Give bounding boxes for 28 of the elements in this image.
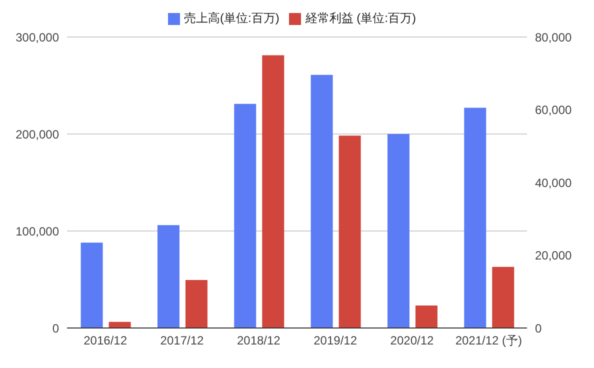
y2-tick-label: 20,000 [535,248,572,263]
y-tick-label: 300,000 [16,30,60,44]
y2-tick-label: 0 [535,321,542,336]
legend-label: 売上高(単位:百万) [184,11,280,25]
bar [234,104,256,328]
x-tick-label: 2020/12 [390,334,434,348]
x-tick-label: 2018/12 [236,334,281,348]
x-tick-label: 2017/12 [160,334,204,348]
x-tick-label: 2019/12 [314,334,358,348]
bar [338,136,361,328]
bar [310,74,333,328]
legend-label: 経常利益 (単位:百万) [305,11,416,25]
bar [492,266,514,328]
y-tick-label: 0 [52,321,60,336]
bar [262,55,284,328]
bar [415,305,438,328]
y2-tick-label: 80,000 [535,30,572,44]
bar [185,280,208,328]
y2-tick-label: 40,000 [535,176,572,190]
y-tick-label: 200,000 [16,127,60,142]
y-tick-label: 100,000 [16,224,60,238]
bar [80,242,103,328]
x-tick-label: 2021/12 (予) [455,334,522,348]
x-tick-label: 2016/12 [84,334,128,348]
bar [387,134,410,328]
bar [464,108,486,328]
bar [157,225,180,328]
y2-tick-label: 60,000 [535,103,572,118]
